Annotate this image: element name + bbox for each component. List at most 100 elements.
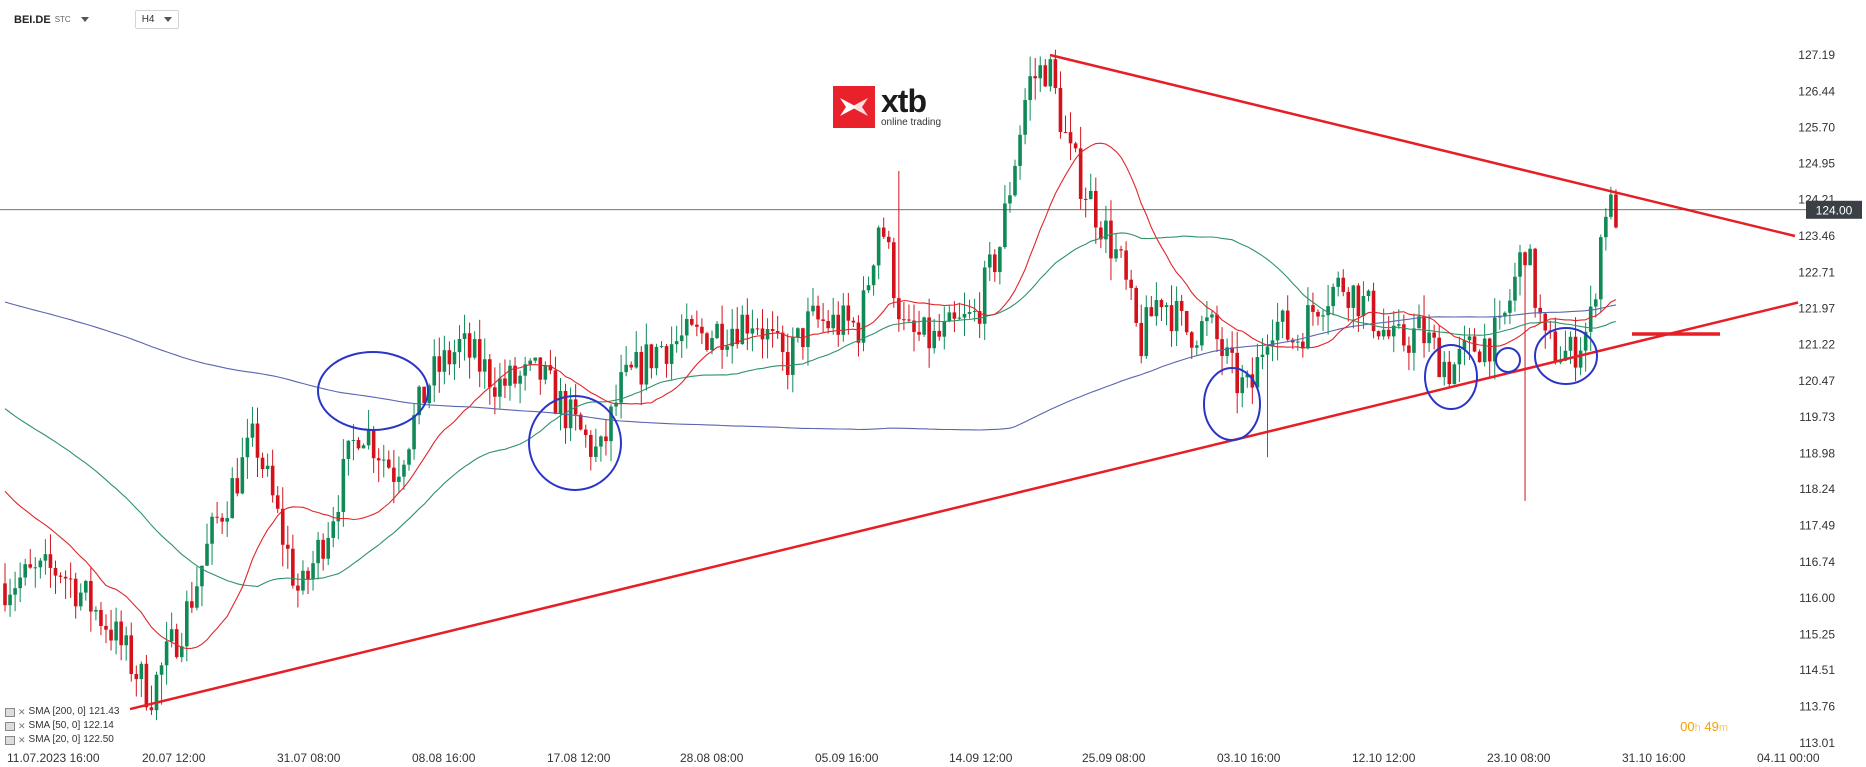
y-tick-label: 116.74	[1799, 555, 1835, 569]
highlight-circle	[1534, 327, 1598, 385]
candle-body	[967, 311, 972, 314]
candle-body	[1578, 350, 1583, 368]
candle-body	[99, 609, 103, 626]
candle-body	[695, 324, 699, 327]
candle-body	[1174, 301, 1179, 332]
candle-body	[861, 290, 866, 343]
candle-body	[1513, 276, 1517, 301]
close-icon[interactable]: ✕	[18, 721, 26, 731]
candle-body	[856, 322, 861, 343]
candle-body	[987, 254, 992, 268]
candle-body	[1240, 377, 1245, 394]
legend-label: SMA [50, 0]	[28, 720, 81, 731]
candle-body	[1023, 100, 1027, 135]
y-tick-label: 121.22	[1798, 338, 1835, 352]
candle-body	[1099, 227, 1103, 240]
legend-sma20[interactable]: ✕ SMA [20, 0] 122.50	[5, 733, 119, 747]
candle-body	[301, 570, 305, 591]
candle-body	[1063, 132, 1068, 134]
candle-body	[684, 318, 689, 336]
timer-hours-unit: h	[1694, 722, 1701, 734]
candle-body	[518, 375, 522, 384]
candle-body	[851, 320, 856, 323]
candle-body	[1169, 305, 1174, 332]
candle-body	[23, 564, 27, 578]
x-tick-label: 23.10 08:00	[1487, 751, 1551, 765]
candle-body	[1013, 165, 1017, 196]
candle-body	[58, 575, 63, 577]
legend-sma50[interactable]: ✕ SMA [50, 0] 122.14	[5, 719, 119, 733]
candle-body	[1331, 286, 1335, 307]
candle-body	[78, 592, 83, 607]
symbol-name: BEI.DE	[14, 13, 51, 26]
candle-body	[806, 311, 810, 348]
candle-body	[1306, 305, 1310, 349]
candle-body	[548, 365, 553, 371]
close-icon[interactable]: ✕	[18, 735, 26, 745]
y-tick-label: 120.47	[1798, 374, 1835, 388]
legend-label: SMA [200, 0]	[28, 706, 86, 717]
y-tick-label: 118.24	[1799, 482, 1835, 496]
candle-body	[1482, 338, 1487, 363]
y-tick-label: 114.51	[1799, 663, 1835, 677]
candle-body	[654, 346, 659, 369]
candle-body	[1316, 311, 1320, 317]
y-tick-label: 126.44	[1798, 84, 1835, 98]
candle-body	[371, 430, 376, 459]
candle-body	[735, 328, 740, 345]
candle-body	[998, 247, 1002, 273]
candle-body	[205, 543, 209, 566]
candle-body	[583, 429, 588, 435]
candle-body	[1326, 306, 1330, 316]
candle-body	[129, 635, 134, 674]
candle-body	[568, 399, 573, 429]
candle-body	[785, 352, 790, 375]
candle-body	[796, 328, 800, 338]
candle-body	[179, 646, 184, 658]
candle-body	[1154, 300, 1159, 317]
candle-body	[1437, 337, 1441, 378]
symbol-selector[interactable]: BEI.DE STC	[14, 14, 89, 26]
candle-body	[1467, 336, 1472, 341]
candle-body	[376, 458, 381, 461]
candle-body	[270, 465, 275, 496]
candle-body	[94, 609, 98, 612]
candle-body	[947, 312, 952, 322]
candle-body	[725, 346, 729, 350]
candle-body	[513, 365, 517, 384]
candle-body	[831, 314, 835, 329]
logo-subtitle: online trading	[881, 117, 942, 128]
legend-sma200[interactable]: ✕ SMA [200, 0] 121.43	[5, 705, 119, 719]
candle-body	[705, 333, 709, 350]
candle-body	[1538, 307, 1542, 314]
candle-body	[821, 319, 825, 321]
candle-body	[528, 360, 532, 365]
candle-body	[932, 330, 936, 349]
candle-body	[977, 311, 982, 324]
candle-body	[1245, 374, 1250, 378]
candle-body	[993, 254, 997, 273]
candle-body	[599, 436, 603, 447]
candle-body	[402, 464, 406, 477]
candle-body	[1200, 321, 1204, 346]
candle-body	[154, 674, 159, 711]
candle-body	[457, 338, 462, 353]
highlight-circle	[1424, 344, 1478, 410]
candle-body	[1083, 198, 1088, 200]
candle-body	[1366, 290, 1371, 297]
candle-body	[1356, 285, 1361, 317]
candle-body	[1215, 314, 1219, 340]
candle-body	[503, 378, 507, 386]
candle-body	[1033, 76, 1037, 79]
x-tick-label: 04.11 00:00	[1757, 751, 1820, 765]
candle-body	[417, 386, 421, 416]
candle-body	[942, 321, 947, 337]
close-icon[interactable]: ✕	[18, 707, 26, 717]
candle-body	[1498, 316, 1502, 318]
candle-body	[1124, 250, 1128, 280]
candle-body	[614, 402, 618, 407]
candle-body	[341, 458, 346, 512]
xtb-logo: xtb online trading	[833, 85, 941, 128]
timeframe-selector[interactable]: H4	[134, 10, 180, 29]
